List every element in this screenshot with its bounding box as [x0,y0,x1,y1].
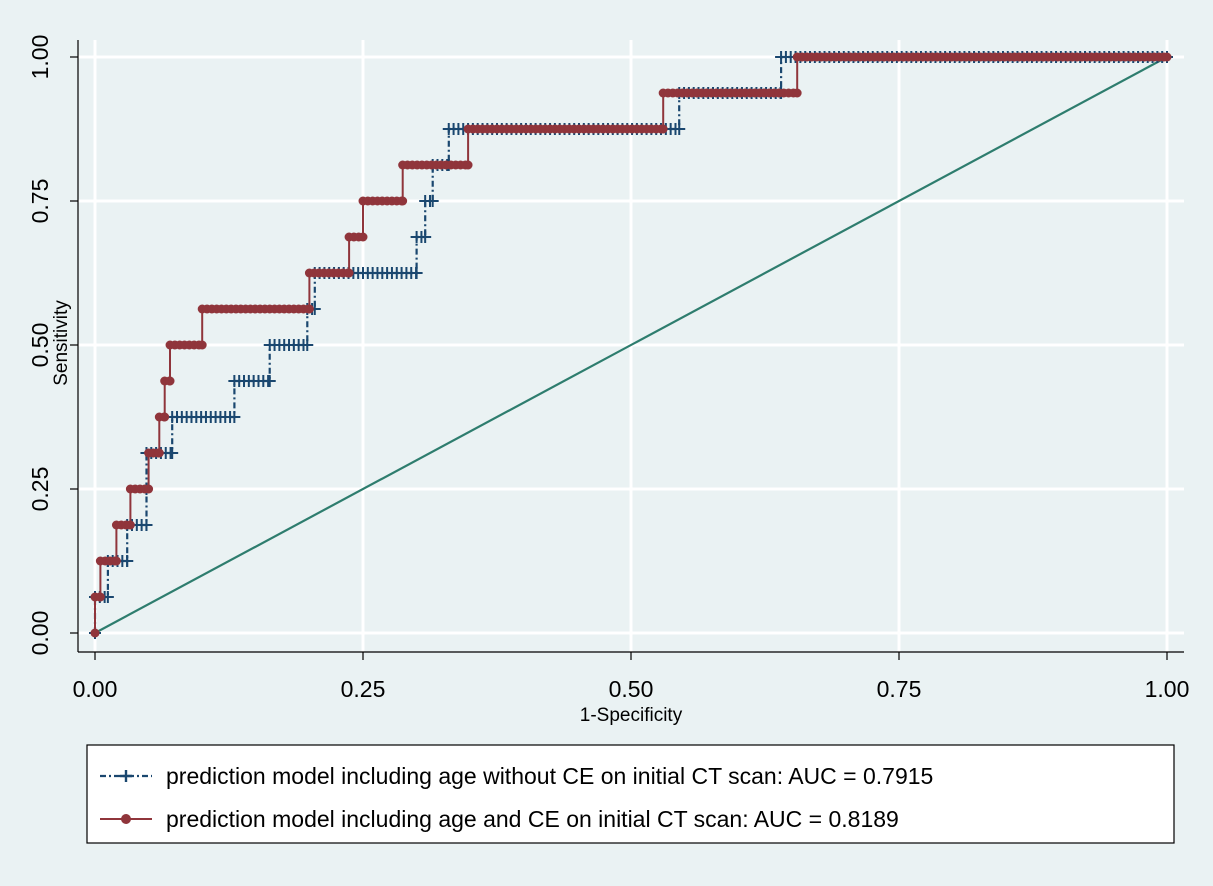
series-2-markers [90,52,1172,638]
y-tick-label: 0.00 [27,611,53,656]
series-1-point [263,375,276,387]
series-2-point [1162,52,1172,62]
series-1-point [426,195,439,207]
x-tick-label: 0.00 [73,676,118,702]
series-1-point [166,447,179,459]
series-1-point [228,411,241,423]
series-1-point [419,231,432,243]
grid [78,40,1184,652]
legend-entry-2-marker [121,814,131,824]
legend-entry-2-label: prediction model including age and CE on… [166,806,899,832]
series-2-point [165,376,175,386]
series-2-point [398,196,408,206]
series-2-point [344,268,354,278]
series-1-point [301,339,314,351]
legend-entry-1-marker [120,770,132,782]
series-1-point [121,555,134,567]
series-2-point [90,628,100,638]
series-1-point [410,267,423,279]
series-1-point [673,123,686,135]
series-2-point [111,556,121,566]
x-axis-label: 1-Specificity [580,705,683,726]
y-tick-label: 0.75 [27,179,53,224]
series-2-point [792,88,802,98]
legend-entry-1-label: prediction model including age without C… [166,763,933,789]
series-2-point [160,412,170,422]
y-tick-label: 0.25 [27,467,53,512]
series-2-point [658,124,668,134]
series-2-point [144,484,154,494]
series-1-point [140,519,153,531]
reference-line [94,56,1168,634]
axes: 0.00 0.25 0.50 0.75 1.00 0.00 0.25 0.50 0.75 1.00 [27,35,1189,702]
x-tick-label: 0.50 [609,676,654,702]
legend-box [86,744,1175,844]
series-2-point [125,520,135,530]
series-layer [89,51,1173,639]
y-axis-label: Sensitivity [51,300,72,386]
x-tick-label: 0.25 [341,676,386,702]
y-tick-label: 1.00 [27,35,53,80]
series-2-point [197,340,207,350]
series-2-point [154,448,164,458]
x-tick-label: 1.00 [1145,676,1190,702]
series-2-point [304,304,314,314]
series-2-point [358,232,368,242]
series-2-point [463,160,473,170]
y-tick-label: 0.50 [27,323,53,368]
legend: prediction model including age without C… [86,744,1175,844]
x-tick-label: 0.75 [877,676,922,702]
series-2-point [95,592,105,602]
